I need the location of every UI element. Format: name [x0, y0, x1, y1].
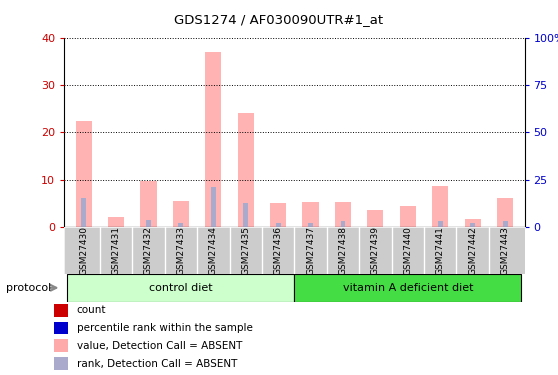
Text: GSM27432: GSM27432 [144, 226, 153, 275]
Bar [55, 339, 68, 352]
Bar [211, 187, 216, 227]
Text: percentile rank within the sample: percentile rank within the sample [76, 323, 252, 333]
Text: GDS1274 / AF030090UTR#1_at: GDS1274 / AF030090UTR#1_at [175, 13, 383, 26]
Text: GSM27438: GSM27438 [339, 226, 348, 275]
Bar [205, 52, 222, 227]
Bar [55, 304, 68, 316]
Bar [367, 210, 383, 227]
Bar [438, 221, 442, 227]
Bar [141, 181, 157, 227]
Bar [108, 217, 124, 227]
Text: rank, Detection Call = ABSENT: rank, Detection Call = ABSENT [76, 358, 237, 369]
Text: GSM27439: GSM27439 [371, 226, 380, 275]
Bar [270, 203, 286, 227]
Text: vitamin A deficient diet: vitamin A deficient diet [343, 283, 473, 293]
Bar [68, 274, 295, 302]
Bar [400, 206, 416, 227]
Text: protocol: protocol [6, 283, 51, 293]
Bar [335, 202, 351, 227]
Text: GSM27437: GSM27437 [306, 226, 315, 275]
Bar [432, 186, 448, 227]
Bar [179, 223, 184, 227]
Bar [55, 357, 68, 370]
Bar [75, 121, 92, 227]
Text: GSM27441: GSM27441 [436, 226, 445, 275]
Bar [81, 198, 86, 227]
Bar [243, 203, 248, 227]
Bar [276, 223, 281, 227]
Bar [497, 198, 513, 227]
Bar [55, 322, 68, 334]
Text: control diet: control diet [149, 283, 213, 293]
Text: GSM27434: GSM27434 [209, 226, 218, 275]
Text: GSM27436: GSM27436 [273, 226, 283, 275]
Bar [173, 201, 189, 227]
Bar [146, 220, 151, 227]
Bar [503, 221, 507, 227]
Text: count: count [76, 305, 106, 315]
Bar [238, 113, 254, 227]
Text: GSM27440: GSM27440 [403, 226, 412, 275]
Bar [465, 219, 481, 227]
Bar [308, 223, 313, 227]
Text: GSM27443: GSM27443 [501, 226, 509, 275]
Bar [470, 223, 475, 227]
Text: GSM27431: GSM27431 [112, 226, 121, 275]
Bar [295, 274, 521, 302]
Text: GSM27435: GSM27435 [241, 226, 250, 275]
Text: GSM27442: GSM27442 [468, 226, 477, 274]
Text: GSM27433: GSM27433 [176, 226, 185, 275]
Bar [302, 202, 319, 227]
Text: GSM27430: GSM27430 [79, 226, 88, 275]
Text: value, Detection Call = ABSENT: value, Detection Call = ABSENT [76, 341, 242, 351]
Bar [340, 221, 345, 227]
